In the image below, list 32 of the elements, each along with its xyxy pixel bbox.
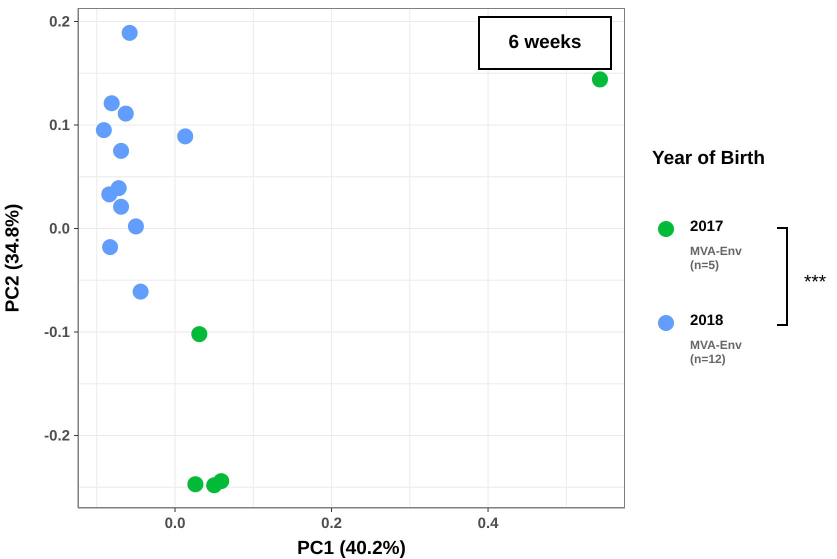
y-tick-label: -0.1 bbox=[44, 324, 70, 342]
legend-title: Year of Birth bbox=[652, 148, 765, 170]
point bbox=[213, 473, 230, 490]
text: *** bbox=[804, 272, 826, 294]
point bbox=[102, 239, 118, 256]
x-tick-label: 0.4 bbox=[478, 515, 500, 532]
point bbox=[187, 476, 204, 492]
y-tick-label: -0.2 bbox=[44, 428, 70, 445]
point bbox=[122, 24, 138, 41]
legend-label: 2018 bbox=[690, 312, 724, 329]
point bbox=[118, 106, 134, 122]
legend-label: 2017 bbox=[690, 218, 724, 235]
point bbox=[132, 284, 149, 300]
y-tick-label: 0.0 bbox=[49, 220, 70, 238]
point bbox=[592, 71, 608, 88]
text: MVA-Env (n=12) bbox=[690, 338, 743, 366]
x-tick-label: 0.0 bbox=[164, 515, 186, 532]
point bbox=[113, 142, 130, 159]
point bbox=[104, 95, 120, 112]
point bbox=[191, 326, 208, 342]
point bbox=[177, 128, 194, 144]
x-tick-label: 0.2 bbox=[321, 515, 342, 532]
point bbox=[101, 186, 118, 202]
y-axis-title: PC2 (34.8%) bbox=[2, 204, 24, 312]
point bbox=[96, 122, 112, 138]
text-box: 6 weeks bbox=[478, 16, 612, 70]
point bbox=[113, 198, 130, 215]
y-tick-label: 0.2 bbox=[49, 13, 70, 30]
y-tick-label: 0.1 bbox=[49, 116, 70, 134]
text: MVA-Env (n=5) bbox=[690, 244, 743, 272]
x-axis-title: PC1 (40.2%) bbox=[297, 538, 406, 559]
point bbox=[128, 218, 144, 234]
